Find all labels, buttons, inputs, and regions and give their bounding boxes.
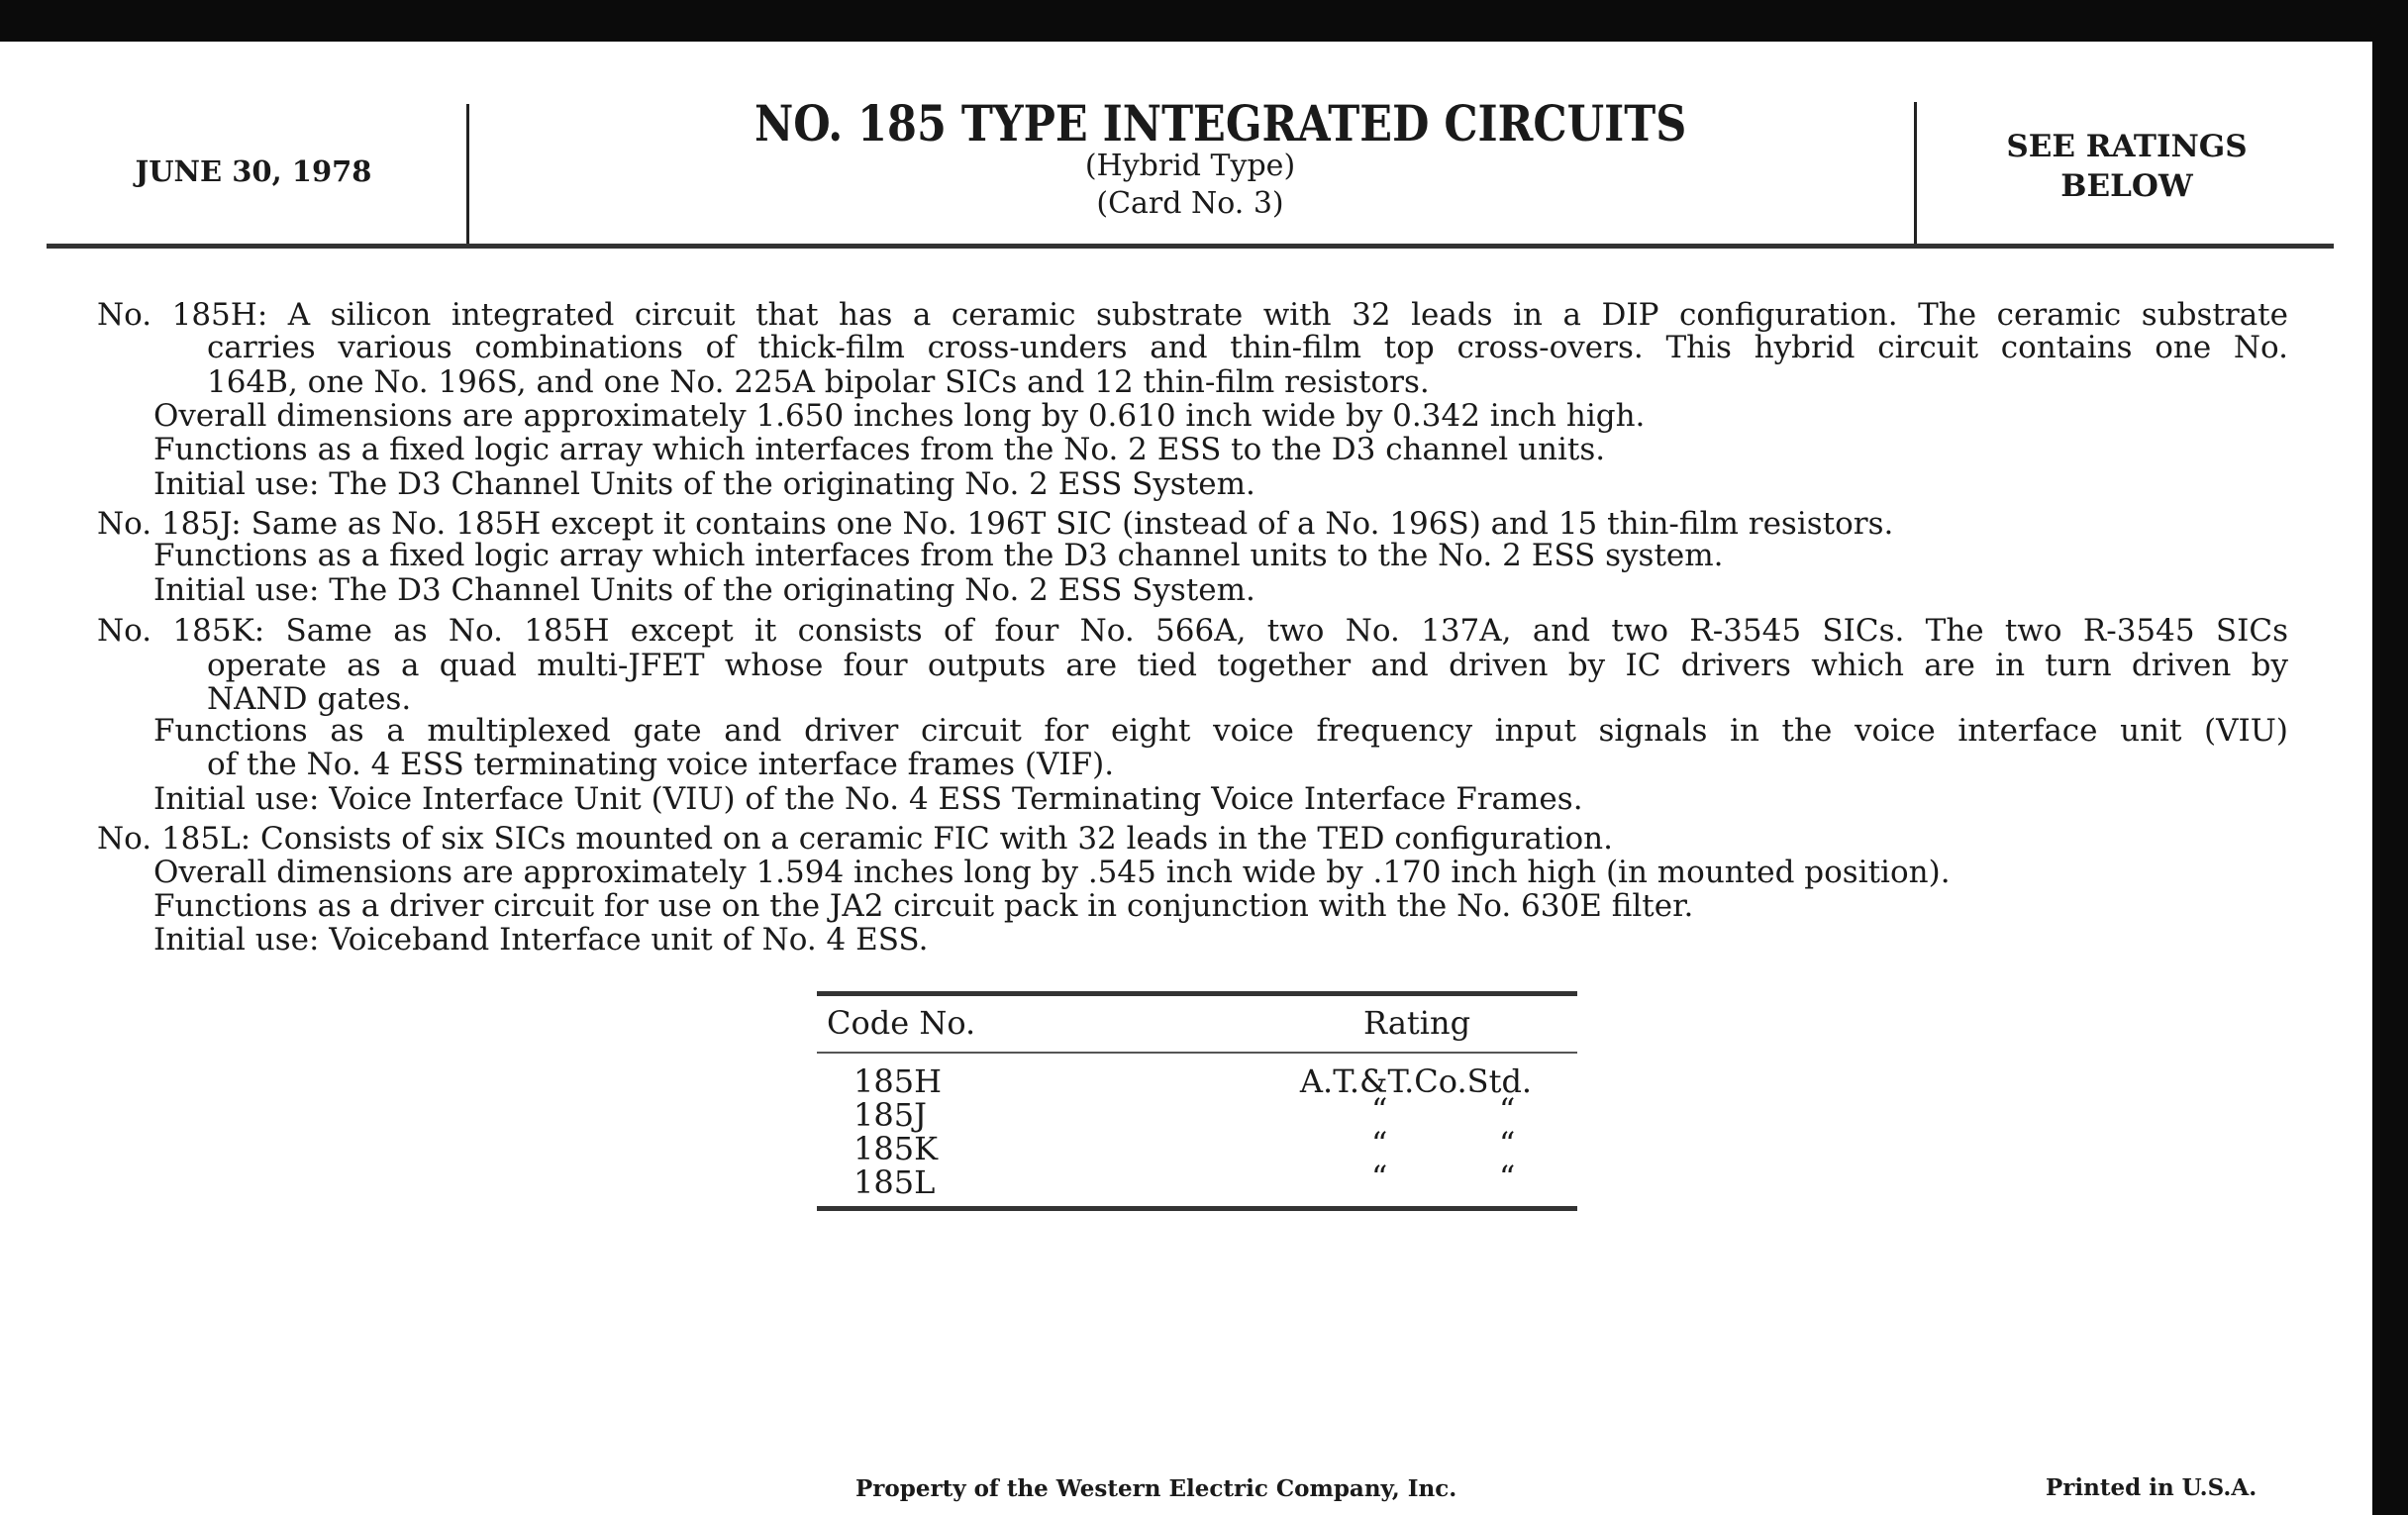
- entry-185k-function: Functions as a multiplexed gate and driv…: [153, 714, 2288, 749]
- table-top-rule: [817, 991, 1577, 996]
- entry-185h-dimensions: Overall dimensions are approximately 1.6…: [153, 398, 1646, 434]
- ditto-mark: “: [1499, 1159, 1516, 1196]
- ditto-mark: “: [1499, 1125, 1516, 1162]
- code-cell: 185K: [853, 1130, 938, 1167]
- table-header-code: Code No.: [827, 1004, 976, 1042]
- code-cell: 185J: [853, 1096, 927, 1134]
- entry-185l-dimensions: Overall dimensions are approximately 1.5…: [153, 855, 1951, 890]
- table-bottom-rule: [817, 1206, 1577, 1211]
- entry-185h-initial-use: Initial use: The D3 Channel Units of the…: [153, 466, 1255, 502]
- header-rule: [47, 244, 2334, 249]
- entry-185h-function: Functions as a fixed logic array which i…: [153, 432, 1606, 467]
- card-subtitle-type: (Hybrid Type): [1084, 149, 1296, 183]
- entry-185k-line: operate as a quad multi-JFET whose four …: [207, 649, 2288, 683]
- entry-185k-line: No. 185K: Same as No. 185H except it con…: [97, 614, 2288, 649]
- entry-185j-function: Functions as a fixed logic array which i…: [153, 538, 1724, 573]
- header-divider-right: [1914, 102, 1917, 246]
- table-header-rating: Rating: [1363, 1004, 1471, 1042]
- entry-185k-line: NAND gates.: [207, 681, 412, 717]
- scan-border-top: [0, 0, 2408, 42]
- code-cell: 185H: [853, 1062, 942, 1100]
- table-header-rule: [817, 1052, 1577, 1054]
- card-title: NO. 185 TYPE INTEGRATED CIRCUITS: [753, 94, 1687, 152]
- entry-185j-line: No. 185J: Same as No. 185H except it con…: [97, 506, 1894, 542]
- card-date: JUNE 30, 1978: [135, 154, 372, 188]
- scan-border-right: [2372, 0, 2408, 1515]
- entry-185k-initial-use: Initial use: Voice Interface Unit (VIU) …: [153, 781, 1583, 817]
- code-cell: 185L: [853, 1163, 936, 1201]
- entry-185h-line: carries various combinations of thick-fi…: [207, 331, 2288, 365]
- entry-185l-line: No. 185L: Consists of six SICs mounted o…: [97, 821, 1613, 857]
- see-ratings-note: SEE RATINGS: [2006, 129, 2248, 164]
- see-ratings-note-below: BELOW: [2060, 168, 2193, 204]
- ditto-mark: “: [1371, 1159, 1388, 1196]
- card-subtitle-number: (Card No. 3): [1096, 186, 1284, 221]
- entry-185h-line: 164B, one No. 196S, and one No. 225A bip…: [207, 364, 1430, 400]
- ditto-mark: “: [1499, 1091, 1516, 1129]
- footer-property-notice: Property of the Western Electric Company…: [855, 1475, 1457, 1502]
- ditto-mark: “: [1371, 1125, 1388, 1162]
- footer-printed-in: Printed in U.S.A.: [2046, 1474, 2258, 1501]
- rating-cell: A.T.&T.Co.Std.: [1299, 1062, 1533, 1100]
- entry-185j-initial-use: Initial use: The D3 Channel Units of the…: [153, 572, 1255, 608]
- ditto-mark: “: [1371, 1091, 1388, 1129]
- entry-185l-function: Functions as a driver circuit for use on…: [153, 888, 1694, 924]
- entry-185l-initial-use: Initial use: Voiceband Interface unit of…: [153, 922, 929, 958]
- header-divider-left: [466, 104, 469, 246]
- entry-185k-function: of the No. 4 ESS terminating voice inter…: [207, 747, 1115, 782]
- entry-185h-line: No. 185H: A silicon integrated circuit t…: [97, 298, 2288, 333]
